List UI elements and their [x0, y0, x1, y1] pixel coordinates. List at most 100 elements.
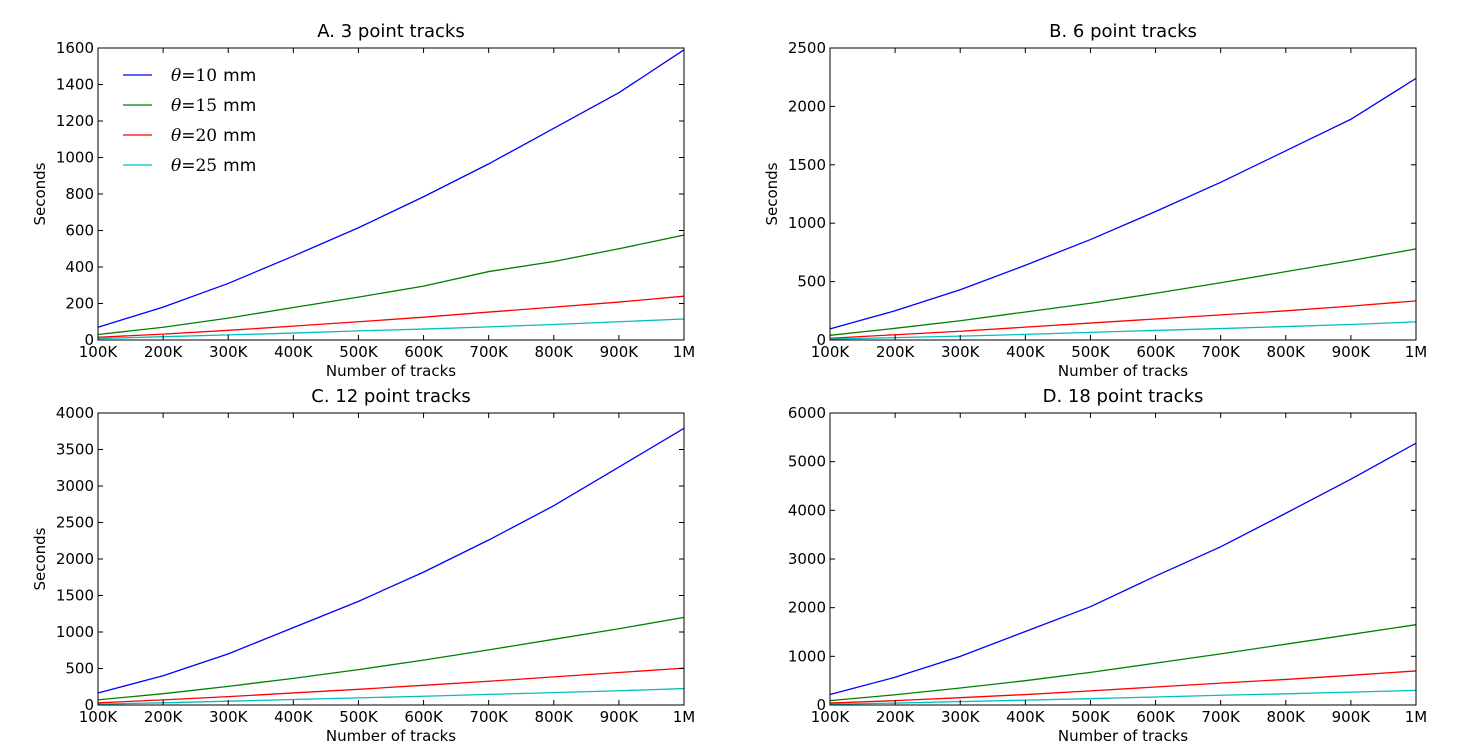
series-line-3 [829, 300, 1417, 339]
x-tick-label: 100K [79, 708, 119, 726]
series-line-3 [829, 670, 1417, 704]
y-axis-label: Seconds [31, 162, 49, 225]
x-tick-label: 300K [941, 708, 981, 726]
subplot-title: A. 3 point tracks [317, 21, 464, 42]
x-tick-label: 200K [144, 708, 184, 726]
x-tick-label: 900K [600, 343, 640, 361]
subplot-title: D. 18 point tracks [1043, 386, 1204, 407]
axes-frame [97, 412, 685, 706]
y-tick-label: 0 [816, 696, 826, 714]
y-tick-label: 1000 [788, 214, 826, 232]
x-tick-label: 100K [79, 343, 119, 361]
y-tick-label: 800 [65, 185, 94, 203]
x-tick-label: 800K [1267, 708, 1307, 726]
y-tick-label: 500 [65, 660, 94, 678]
y-tick-label: 0 [816, 331, 826, 349]
subplot-title: C. 12 point tracks [311, 386, 470, 407]
series-line-4 [97, 318, 685, 340]
y-tick-label: 4000 [788, 501, 826, 519]
y-tick-label: 2500 [788, 39, 826, 57]
y-tick-label: 400 [65, 258, 94, 276]
x-tick-label: 300K [209, 708, 249, 726]
y-tick-label: 1000 [56, 149, 94, 167]
x-tick-label: 600K [1136, 708, 1176, 726]
y-tick-label: 1200 [56, 112, 94, 130]
series-line-2 [97, 234, 685, 336]
y-tick-label: 0 [84, 696, 94, 714]
subplot-title: B. 6 point tracks [1049, 21, 1197, 42]
legend-entry-3: θ=20 mm [171, 126, 256, 146]
series-line-2 [829, 624, 1417, 702]
x-tick-label: 300K [209, 343, 249, 361]
y-tick-label: 1500 [56, 587, 94, 605]
series-line-1 [829, 77, 1417, 330]
x-tick-label: 200K [144, 343, 184, 361]
series-line-4 [829, 689, 1417, 705]
x-tick-label: 500K [339, 343, 379, 361]
y-tick-label: 6000 [788, 404, 826, 422]
x-axis-label: Number of tracks [1058, 362, 1188, 380]
x-tick-label: 700K [469, 343, 509, 361]
y-tick-label: 3000 [788, 550, 826, 568]
x-tick-label: 600K [1136, 343, 1176, 361]
y-tick-label: 200 [65, 295, 94, 313]
y-tick-label: 2000 [788, 97, 826, 115]
subplot-b: 100K 200K 300K 400K 500K 600K 700K 800K 900K 1M 0 5… [763, 21, 1427, 380]
legend: θ=10 mm θ=15 mm θ=20 mm θ=25 mm [123, 66, 256, 176]
x-tick-label: 700K [1201, 708, 1241, 726]
series-line-1 [97, 427, 685, 694]
x-tick-label: 400K [1006, 708, 1046, 726]
axes-frame [829, 47, 1417, 341]
x-tick-label: 1M [1405, 708, 1428, 726]
subplot-a: 100K 200K 300K 400K 500K 600K 700K 800K 900K 1M 0 2… [31, 21, 695, 380]
y-tick-label: 1600 [56, 39, 94, 57]
x-tick-label: 300K [941, 343, 981, 361]
x-tick-label: 1M [1405, 343, 1428, 361]
y-tick-label: 0 [84, 331, 94, 349]
x-tick-label: 200K [876, 708, 916, 726]
x-tick-label: 400K [1006, 343, 1046, 361]
subplot-d: 100K 200K 300K 400K 500K 600K 700K 800K 900K 1M 0 1… [788, 386, 1427, 745]
x-tick-label: 400K [274, 708, 314, 726]
y-tick-label: 2000 [788, 599, 826, 617]
series-line-2 [97, 616, 685, 701]
x-tick-label: 500K [1071, 708, 1111, 726]
y-tick-label: 1000 [788, 647, 826, 665]
x-tick-label: 600K [404, 708, 444, 726]
y-tick-label: 1400 [56, 76, 94, 94]
series-line-1 [829, 442, 1417, 696]
x-tick-label: 1M [673, 343, 696, 361]
x-tick-label: 800K [535, 708, 575, 726]
y-tick-label: 600 [65, 222, 94, 240]
x-tick-label: 100K [811, 708, 851, 726]
y-axis-label: Seconds [31, 527, 49, 590]
legend-entry-4: θ=25 mm [171, 156, 256, 176]
x-tick-label: 600K [404, 343, 444, 361]
x-tick-label: 500K [1071, 343, 1111, 361]
x-tick-label: 900K [1332, 708, 1372, 726]
x-tick-label: 800K [1267, 343, 1307, 361]
x-tick-label: 100K [811, 343, 851, 361]
subplot-c: 100K 200K 300K 400K 500K 600K 700K 800K 900K 1M 0 5… [31, 386, 695, 745]
x-tick-label: 700K [1201, 343, 1241, 361]
y-tick-label: 2000 [56, 550, 94, 568]
y-tick-label: 5000 [788, 453, 826, 471]
series-line-3 [97, 667, 685, 704]
y-tick-label: 2500 [56, 514, 94, 532]
x-axis-label: Number of tracks [326, 362, 456, 380]
x-tick-label: 400K [274, 343, 314, 361]
series-line-3 [97, 295, 685, 338]
y-axis-label: Seconds [763, 162, 781, 225]
axes-frame [97, 47, 685, 341]
x-tick-label: 500K [339, 708, 379, 726]
series-line-4 [829, 321, 1417, 340]
x-tick-label: 900K [1332, 343, 1372, 361]
x-tick-label: 200K [876, 343, 916, 361]
x-axis-label: Number of tracks [1058, 727, 1188, 745]
y-tick-label: 3000 [56, 477, 94, 495]
x-axis-label: Number of tracks [326, 727, 456, 745]
series-line-2 [829, 248, 1417, 336]
legend-entry-2: θ=15 mm [171, 96, 256, 116]
x-tick-label: 700K [469, 708, 509, 726]
